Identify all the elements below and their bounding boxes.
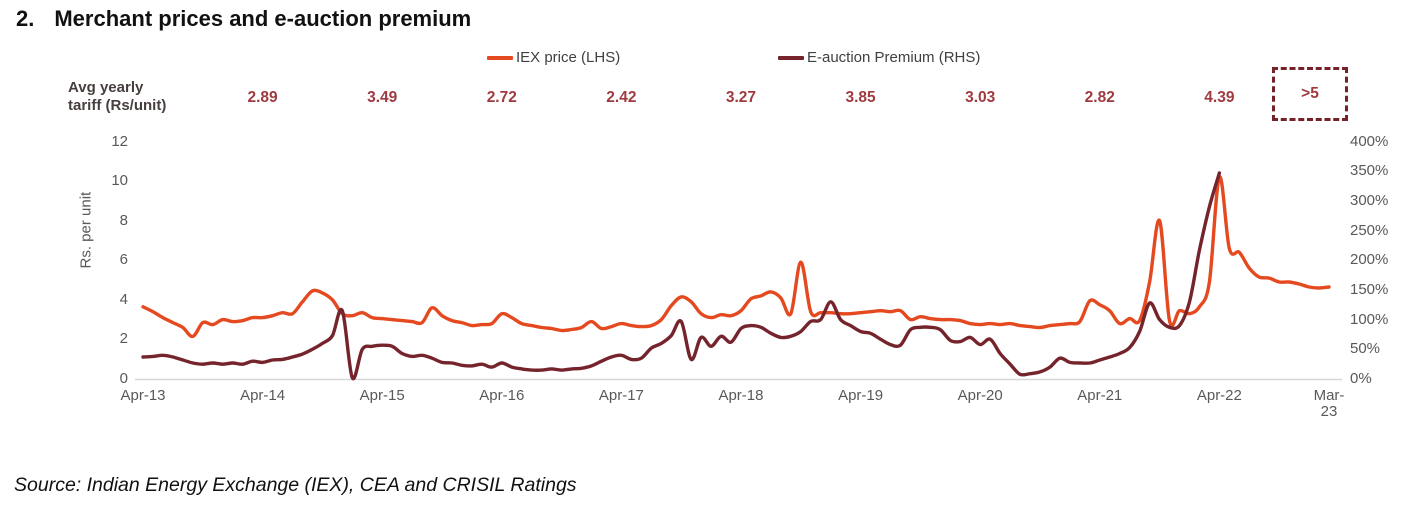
legend-item-eauction-premium: E-auction Premium (RHS) bbox=[778, 49, 980, 66]
source-attribution: Source: Indian Energy Exchange (IEX), CE… bbox=[14, 474, 577, 496]
legend-label-eauction-premium: E-auction Premium (RHS) bbox=[807, 49, 981, 66]
x-axis-tick: Apr-19 bbox=[838, 387, 884, 404]
left-axis-tick: 0 bbox=[119, 370, 128, 387]
right-axis-tick: 400% bbox=[1350, 132, 1389, 150]
right-axis-tick: 350% bbox=[1350, 162, 1389, 180]
x-axis-tick: Mar-23 bbox=[1313, 387, 1345, 420]
legend-label-iex-price: IEX price (LHS) bbox=[516, 49, 621, 66]
legend-item-iex-price: IEX price (LHS) bbox=[487, 49, 620, 66]
tariff-value: 3.85 bbox=[845, 89, 876, 106]
tariff-value: 3.27 bbox=[725, 89, 757, 106]
right-axis-tick: 150% bbox=[1350, 280, 1389, 298]
right-axis-tick: 50% bbox=[1350, 340, 1381, 358]
right-axis-tick: 300% bbox=[1350, 191, 1389, 209]
x-axis-tick: Apr-17 bbox=[598, 387, 644, 404]
tariff-value: 2.42 bbox=[606, 89, 637, 106]
tariff-value: 3.03 bbox=[965, 89, 996, 106]
eauction-premium-line-swatch bbox=[778, 55, 804, 60]
right-axis-tick: 250% bbox=[1350, 221, 1389, 239]
tariff-value: 4.39 bbox=[1204, 89, 1235, 106]
tariff-value: 2.82 bbox=[1084, 89, 1115, 106]
title-text: Merchant prices and e-auction premium bbox=[54, 6, 472, 31]
left-axis-tick: 6 bbox=[119, 251, 128, 269]
tariff-value: 2.89 bbox=[247, 89, 278, 106]
tariff-value: 2.72 bbox=[486, 89, 517, 106]
x-axis-tick: Apr-21 bbox=[1077, 387, 1123, 404]
left-axis-tick: 12 bbox=[111, 132, 128, 150]
iex-price-line bbox=[141, 175, 1331, 339]
left-axis-tick: 2 bbox=[119, 330, 128, 348]
x-axis-tick: Apr-16 bbox=[479, 387, 525, 404]
page-title: 2. Merchant prices and e-auction premium bbox=[16, 6, 471, 32]
left-axis-tick: 10 bbox=[111, 172, 128, 190]
iex-price-line-swatch bbox=[487, 55, 513, 60]
left-axis-tick: 4 bbox=[119, 290, 128, 308]
x-axis-tick: Apr-15 bbox=[359, 387, 405, 404]
x-axis-tick: Apr-13 bbox=[120, 387, 166, 404]
left-axis-tick: 8 bbox=[119, 211, 128, 229]
tariff-value: 3.49 bbox=[367, 89, 398, 106]
tariff-boxed-value: >5 bbox=[1272, 67, 1348, 121]
x-axis-tick: Apr-18 bbox=[718, 387, 764, 404]
right-axis-tick: 0% bbox=[1350, 370, 1372, 387]
eauction-premium-line bbox=[141, 171, 1222, 381]
title-number: 2. bbox=[16, 6, 35, 31]
right-axis-tick: 200% bbox=[1350, 251, 1389, 269]
x-axis-tick: Apr-14 bbox=[240, 387, 286, 404]
x-axis-tick: Apr-22 bbox=[1196, 387, 1242, 404]
x-axis-tick: Apr-20 bbox=[957, 387, 1003, 404]
right-axis-tick: 100% bbox=[1350, 310, 1389, 328]
avg-yearly-tariff-label: Avg yearly tariff (Rs/unit) bbox=[68, 79, 167, 114]
